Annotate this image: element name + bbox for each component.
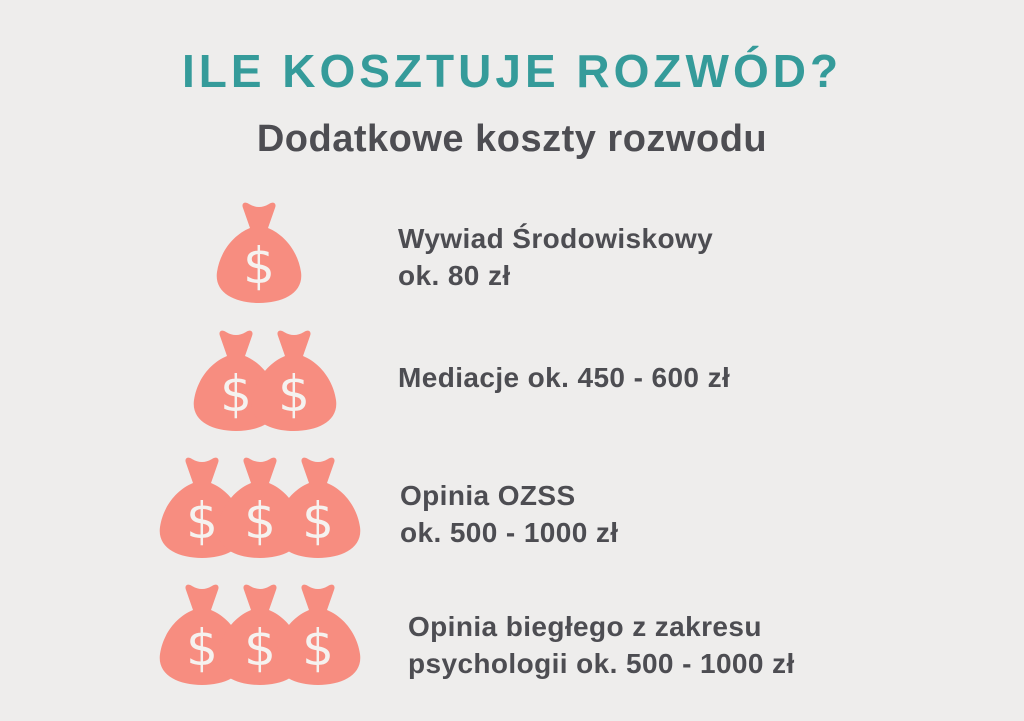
money-bags-group: $ $ $ <box>156 456 364 558</box>
money-bags-group: $ $ <box>190 329 340 431</box>
svg-text:$: $ <box>278 365 310 423</box>
money-bag-icon: $ <box>213 201 305 303</box>
cost-item-label: Mediacje ok. 450 - 600 zł <box>398 359 730 396</box>
cost-item-label: Opinia biegłego z zakresu psychologii ok… <box>408 608 795 682</box>
svg-text:$: $ <box>244 492 276 550</box>
cost-item-line: Wywiad Środowiskowy <box>398 223 714 254</box>
page-title: ILE KOSZTUJE ROZWÓD? <box>181 45 843 97</box>
cost-item-line: ok. 500 - 1000 zł <box>400 517 619 548</box>
cost-item-line: Opinia biegłego z zakresu <box>408 611 762 642</box>
cost-item-line: Opinia OZSS <box>400 480 576 511</box>
cost-item-line: ok. 80 zł <box>398 260 511 291</box>
cost-item-line: psychologii ok. 500 - 1000 zł <box>408 648 795 679</box>
svg-text:$: $ <box>244 619 276 677</box>
money-bag-icon: $ <box>248 329 340 431</box>
money-bags-group: $ $ $ <box>156 583 364 685</box>
money-bag-icon: $ <box>272 583 364 685</box>
cost-item-line: Mediacje ok. 450 - 600 zł <box>398 362 731 393</box>
page-subtitle: Dodatkowe koszty rozwodu <box>256 118 768 160</box>
money-bags-group: $ <box>213 201 305 303</box>
svg-text:$: $ <box>302 492 334 550</box>
money-bag-icon: $ <box>272 456 364 558</box>
cost-item-label: Wywiad Środowiskowy ok. 80 zł <box>398 220 713 294</box>
cost-item-label: Opinia OZSS ok. 500 - 1000 zł <box>400 477 618 551</box>
svg-text:$: $ <box>186 619 218 677</box>
svg-text:$: $ <box>302 619 334 677</box>
svg-text:$: $ <box>186 492 218 550</box>
svg-text:$: $ <box>220 365 252 423</box>
svg-text:$: $ <box>243 237 275 295</box>
